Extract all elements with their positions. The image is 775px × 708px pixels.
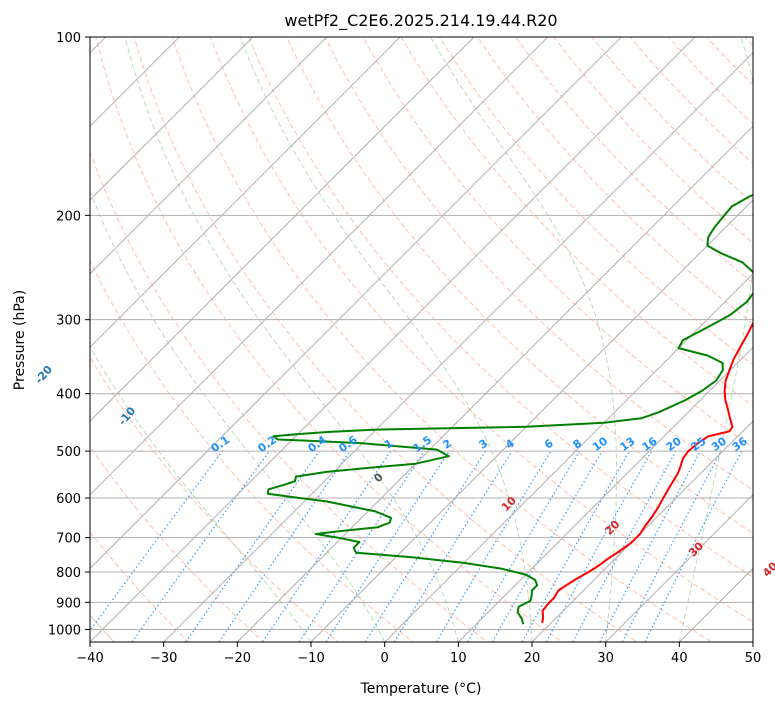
x-tick-label: −40 [76,651,103,666]
x-tick-label: −10 [297,651,324,666]
dry-adiabat-line [95,37,564,642]
mixing-ratio-line [644,450,743,642]
mixing-ratio-line [393,450,513,642]
y-tick-label: 600 [56,492,81,507]
y-tick-label: 500 [56,445,81,460]
y-axis: 1000 900 800 700 600 500 400 300 200 100 [48,31,90,638]
isotherm-line [531,420,753,642]
x-tick-label: 10 [450,651,467,666]
isotherm-line [383,272,753,642]
isotherm-line [90,37,475,422]
isotherm-line [162,51,753,642]
series-layer [266,193,753,625]
mixing-ratio-line [325,450,450,642]
dry-adiabat-line [400,37,753,407]
chart-title: wetPf2_C2E6.2025.214.19.44.R20 [284,11,557,31]
mixing-ratio-line [572,450,677,642]
x-tick-label: 20 [524,651,541,666]
x-tick-label: 50 [745,651,762,666]
dry-adiabat-line [90,356,340,642]
x-tick-label: −30 [150,651,177,666]
moist-adiabat-line [678,37,753,642]
y-tick-label: 900 [56,596,81,611]
y-tick-label: 100 [56,31,81,46]
isotherm-line [90,37,181,128]
isotherm-line [90,37,696,642]
moist-adiabat-line [239,37,533,642]
y-axis-label: Pressure (hPa) [12,290,28,390]
x-axis-label: Temperature (°C) [360,681,482,697]
isotherm-line [90,37,328,275]
mixing-ratio-line [298,450,425,642]
y-tick-label: 1000 [48,623,81,638]
mixing-ratio-line [90,450,223,632]
y-tick-label: 400 [56,388,81,403]
x-axis: −40 −30 −20 −10 0 10 20 30 40 50 [76,642,761,666]
dry-adiabat-line [362,37,753,449]
moist-adiabat-line [90,189,386,642]
isotherm-line [90,37,254,201]
dry-adiabat-line [90,531,190,642]
dewpoint-profile [266,193,753,625]
moist-adiabat-line [430,37,617,642]
y-tick-label: 300 [56,314,81,329]
x-tick-label: 30 [597,651,614,666]
isotherm-line [604,493,753,642]
dry-adiabat-line [209,37,753,623]
mixing-ratio-line [218,450,351,642]
dry-adiabat-line [133,37,638,642]
mixing-ratio-line [185,450,320,642]
dry-adiabat-line [286,37,753,534]
moist-adiabat-line [124,37,459,642]
plot-frame [89,36,754,643]
isotherm-line [90,37,623,570]
dry-adiabat-line [90,445,265,642]
isotherm-line [457,346,753,642]
isotherm-line [236,125,753,642]
isotherm-line [310,199,753,642]
y-tick-label: 700 [56,532,81,547]
temperature-profile [541,321,753,624]
mixing-ratio-line [131,450,270,642]
mixing-ratio-line [521,450,631,642]
mixing-ratio-line [262,450,392,642]
mixing-ratio-line [545,450,653,642]
grid-lines [90,37,753,642]
x-tick-label: −20 [224,651,251,666]
dry-adiabat-line [324,37,753,491]
dry-adiabat-line [248,37,753,578]
y-tick-label: 200 [56,209,81,224]
x-tick-label: 40 [671,651,688,666]
isotherm-line [90,37,549,496]
isotherm-line [90,37,402,349]
y-tick-label: 800 [56,566,81,581]
dry-adiabat-line [90,259,414,642]
x-tick-label: 0 [381,651,389,666]
